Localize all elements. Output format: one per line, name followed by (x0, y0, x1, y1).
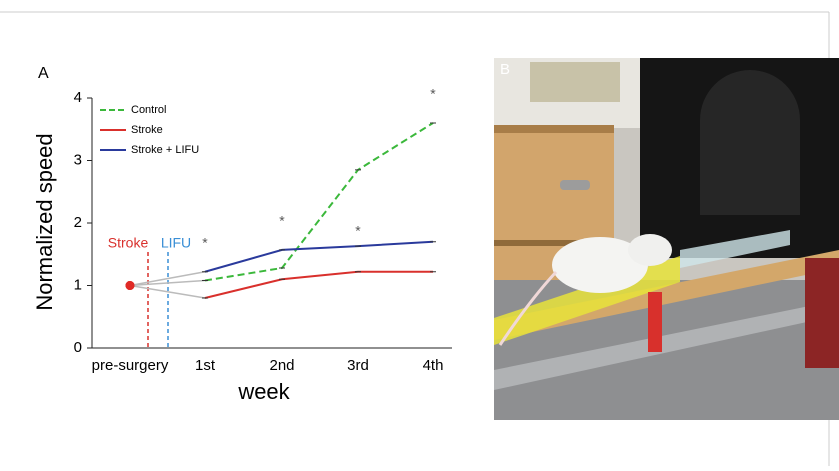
significance-marker: * (202, 234, 208, 250)
photo (494, 58, 839, 420)
y-tick-label: 3 (74, 151, 82, 168)
significance-marker: * (355, 223, 361, 239)
series-line (205, 123, 433, 281)
x-tick-label: pre-surgery (92, 357, 169, 374)
pre-surgery-point (126, 281, 135, 290)
x-tick-label: 4th (423, 357, 444, 374)
x-tick-label: 2nd (269, 357, 294, 374)
y-axis-label: Normalized speed (32, 133, 57, 310)
x-tick-label: 1st (195, 357, 216, 374)
significance-marker: * (430, 86, 436, 102)
legend-label: Control (131, 104, 166, 116)
y-tick-label: 1 (74, 276, 82, 293)
y-tick-label: 0 (74, 339, 82, 356)
figure: A week Normalized speed B 0 1 2 3 4 pre-surge… (0, 0, 839, 466)
legend-label: Stroke + LIFU (131, 144, 199, 156)
event-label: LIFU (161, 235, 191, 251)
x-axis-label: week (237, 379, 290, 404)
x-tick-label: 3rd (347, 357, 369, 374)
series-line (205, 242, 433, 272)
photo-label: B (500, 61, 510, 78)
y-tick-label: 4 (74, 89, 82, 106)
panel-label: A (38, 65, 49, 82)
significance-marker: * (279, 213, 285, 229)
event-label: Stroke (108, 235, 149, 251)
y-tick-label: 2 (74, 214, 82, 231)
legend-label: Stroke (131, 124, 163, 136)
